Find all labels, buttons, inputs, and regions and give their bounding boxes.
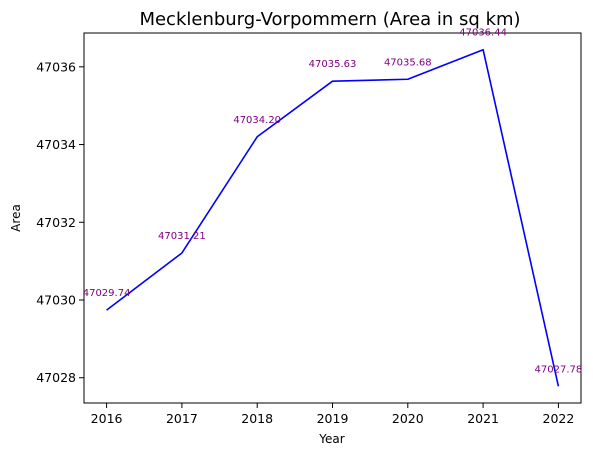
data-label: 47036.44: [459, 28, 507, 39]
plot-area-frame: [83, 32, 582, 404]
x-axis: 2016 2017 2018 2019 2020 2021 2022: [91, 403, 575, 426]
y-axis: 47028 47030 47032 47034 47036: [36, 59, 84, 385]
y-tick-label: 47032: [36, 215, 76, 230]
series-line: [106, 48, 560, 387]
data-label: 47027.78: [535, 364, 583, 375]
x-tick-label: 2016: [91, 411, 123, 426]
x-tick-label: 2017: [166, 411, 198, 426]
x-tick-label: 2019: [317, 411, 349, 426]
x-tick-label: 2021: [467, 411, 499, 426]
data-labels: 47029.74 47031.21 47034.20 47035.63 47035.68…: [83, 28, 583, 376]
x-tick-label: 2022: [543, 411, 575, 426]
y-axis-label: Area: [9, 204, 23, 232]
x-axis-label: Year: [318, 432, 344, 446]
y-tick-label: 47036: [36, 59, 76, 74]
data-label: 47035.63: [309, 59, 357, 70]
chart-title: Mecklenburg-Vorpommern (Area in sq km): [139, 9, 520, 30]
x-tick-label: 2020: [392, 411, 424, 426]
data-label: 47035.68: [384, 57, 432, 68]
y-tick-label: 47034: [36, 137, 76, 152]
data-label: 47034.20: [233, 115, 281, 126]
data-label: 47029.74: [83, 288, 131, 299]
series-layer: [106, 48, 560, 387]
y-tick-label: 47030: [36, 293, 76, 308]
data-label: 47031.21: [158, 231, 206, 242]
x-tick-label: 2018: [241, 411, 273, 426]
y-tick-label: 47028: [36, 370, 76, 385]
